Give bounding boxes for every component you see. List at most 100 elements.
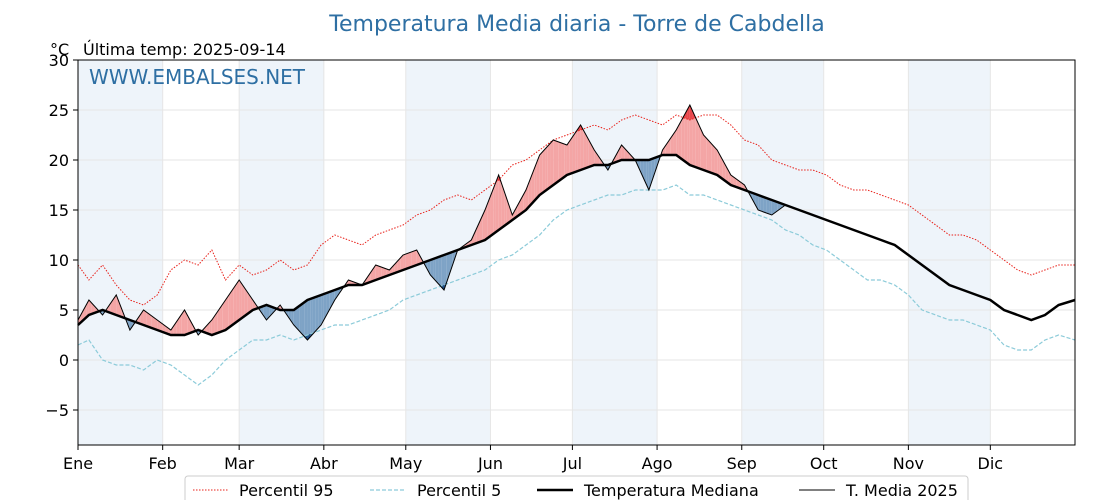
above-median-fill [717,150,720,177]
above-median-fill [228,292,231,328]
below-median-fill [321,294,324,325]
above-median-fill [621,145,625,160]
above-median-fill [143,310,147,326]
above-median-fill [247,292,251,314]
above-median-fill [189,320,193,333]
below-median-fill [777,202,780,211]
above-median-fill [484,203,488,240]
above-median-fill [217,308,221,333]
above-median-fill [569,137,573,174]
below-median-fill [323,293,327,320]
above-median-fill [252,300,256,310]
above-median-fill [695,117,699,168]
x-tick-label: Abr [310,454,338,473]
above-median-fill [733,177,737,187]
above-median-fill [184,310,188,335]
above-median-fill [550,140,554,187]
below-median-fill [318,295,322,328]
legend-label: Temperatura Mediana [583,481,759,500]
series-lines [77,103,1076,386]
above-median-fill [179,314,182,335]
above-p95-fill [687,105,690,120]
below-median-fill [763,197,767,213]
above-median-fill [493,182,496,234]
y-tick-label: 10 [49,251,69,270]
above-median-fill [157,320,160,331]
below-median-fill [293,308,297,328]
above-median-fill [531,169,535,204]
above-median-fill [151,316,155,329]
below-median-fill [643,160,647,184]
x-tick-label: Oct [810,454,838,473]
above-median-fill [534,162,537,201]
below-median-fill [310,298,313,337]
above-median-fill [113,295,117,315]
above-median-fill [525,183,529,210]
below-median-fill [640,160,644,178]
series-line-median [77,153,1076,337]
legend-label: Percentil 5 [417,481,501,500]
above-median-fill [714,147,718,175]
above-median-fill [536,155,540,198]
above-median-fill [542,149,546,193]
above-median-fill [482,210,485,241]
above-median-fill [539,152,543,195]
below-median-fill [266,305,270,320]
above-median-fill [413,250,417,266]
above-median-fill [375,265,379,280]
series-line-p5 [77,184,1076,386]
y-tick-label: 5 [59,301,69,320]
above-median-fill [244,288,248,316]
above-median-fill [411,251,414,267]
below-median-fill [774,201,778,213]
above-median-fill [394,261,398,273]
below-median-fill [427,260,431,275]
y-tick-label: 20 [49,151,69,170]
below-median-fill [771,200,775,215]
below-median-fill [315,296,319,331]
below-median-fill [129,320,133,330]
below-median-fill [452,251,455,266]
above-median-fill [616,150,619,162]
unit-label: °C [50,40,69,59]
legend-label: Percentil 95 [239,481,334,500]
above-median-fill [684,110,688,163]
above-median-fill [222,300,226,331]
above-median-fill [583,130,587,169]
above-median-fill [230,288,234,326]
below-median-fill [444,254,447,290]
above-p95-fill [689,105,693,120]
above-median-fill [400,255,404,271]
x-tick-label: May [389,454,422,473]
above-median-fill [719,155,723,179]
above-median-fill [561,143,565,179]
below-median-fill [288,310,292,321]
above-median-fill [162,324,166,333]
above-median-fill [722,160,726,181]
above-median-fill [149,314,152,328]
month-bands [78,60,991,445]
x-tick-label: Nov [893,454,924,473]
month-band [78,60,163,445]
y-tick-label: 30 [49,51,69,70]
above-median-fill [474,228,477,244]
above-median-fill [381,267,384,278]
above-median-fill [495,175,499,232]
month-band [741,60,824,445]
x-tick-label: Sep [727,454,757,473]
above-median-fill [711,144,715,174]
above-median-fill [523,190,526,212]
above-median-fill [416,250,420,265]
above-median-fill [572,133,576,173]
above-median-fill [668,138,671,155]
above-median-fill [170,326,174,335]
above-median-fill [547,143,551,189]
above-median-fill [405,253,409,269]
below-median-fill [651,158,655,182]
above-median-fill [728,170,731,185]
above-median-fill [501,183,505,228]
above-median-fill [373,265,376,281]
above-median-fill [670,134,674,155]
above-median-fill [225,296,229,330]
